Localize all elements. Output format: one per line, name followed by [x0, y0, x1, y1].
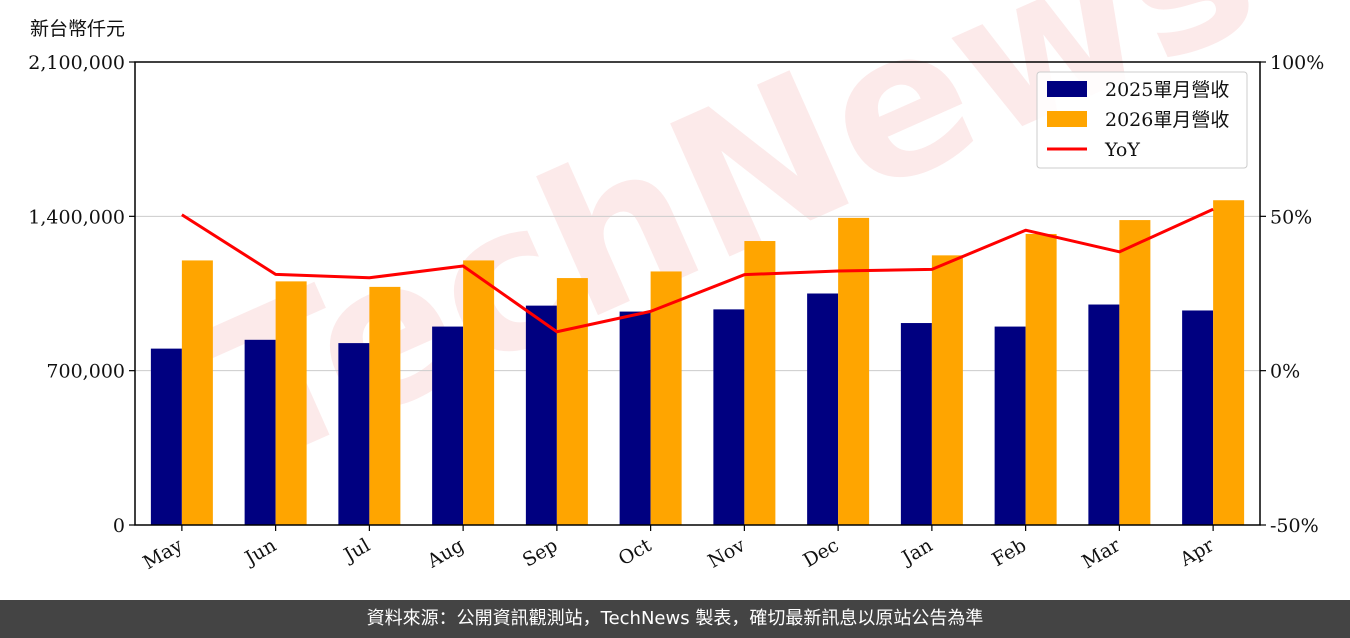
- x-tick-label: Jul: [339, 534, 374, 567]
- left-tick-label: 700,000: [46, 361, 125, 383]
- bar-2026-mar: [1119, 220, 1151, 525]
- bar-2025-mar: [1088, 304, 1120, 525]
- x-tick-label: Jan: [897, 534, 937, 570]
- bar-2026-jan: [931, 255, 963, 526]
- left-axis-ticks: 0 700,000 1,400,000 2,100,000: [28, 52, 135, 537]
- bar-2026-dec: [838, 217, 870, 526]
- gridlines: [135, 215, 1260, 372]
- x-tick-label: May: [139, 534, 186, 574]
- bar-2025-apr: [1182, 310, 1214, 525]
- legend-label: YoY: [1104, 139, 1140, 161]
- left-tick-label: 1,400,000: [28, 206, 125, 228]
- x-tick-label: Mar: [1078, 534, 1124, 573]
- bar-2026-feb: [1025, 233, 1057, 525]
- right-axis-ticks: -50% 0% 50% 100%: [1260, 52, 1324, 537]
- bar-2026-sep: [556, 278, 588, 525]
- source-footer: 資料來源：公開資訊觀測站，TechNews 製表，確切最新訊息以原站公告為準: [0, 600, 1350, 638]
- bar-2025-may: [150, 348, 182, 525]
- bar-2026-jul: [369, 286, 401, 525]
- bar-2025-dec: [807, 293, 839, 525]
- legend-swatch: [1047, 111, 1087, 127]
- x-tick-label: Dec: [799, 534, 842, 572]
- bar-2025-aug: [432, 326, 464, 525]
- bar-2026-nov: [744, 241, 776, 525]
- right-tick-label: -50%: [1270, 515, 1319, 537]
- yoy-line: [181, 207, 1214, 334]
- legend-swatch: [1047, 81, 1087, 97]
- bar-2026-apr: [1213, 200, 1245, 525]
- x-tick-label: Oct: [615, 534, 656, 570]
- legend-label: 2026單月營收: [1105, 109, 1229, 131]
- bar-2026-aug: [463, 260, 495, 525]
- right-tick-label: 50%: [1270, 206, 1312, 228]
- bar-2025-oct: [619, 311, 651, 525]
- legend-box: [1036, 71, 1248, 169]
- x-tick-label: Sep: [519, 534, 562, 571]
- legend: 2025單月營收 2026單月營收 YoY: [1036, 71, 1248, 169]
- bar-2025-jun: [244, 339, 276, 525]
- right-tick-label: 100%: [1270, 52, 1324, 74]
- bar-2025-jan: [900, 323, 932, 525]
- x-tick-label: Aug: [423, 534, 468, 573]
- bar-2026-may: [181, 260, 213, 525]
- y-axis-unit-label: 新台幣仟元: [30, 18, 126, 40]
- x-tick-label: Nov: [704, 534, 749, 573]
- bar-2025-feb: [994, 326, 1026, 525]
- plot-frame: [134, 61, 1261, 526]
- bar-2026-oct: [650, 271, 682, 525]
- x-tick-label: Jun: [240, 534, 281, 570]
- yoy-line-series: [181, 207, 1214, 334]
- left-tick-label: 0: [113, 515, 125, 537]
- axes: [134, 61, 1261, 526]
- bar-2025-sep: [525, 305, 557, 525]
- right-tick-label: 0%: [1270, 361, 1300, 383]
- x-tick-label: Apr: [1175, 534, 1218, 571]
- x-tick-label: Feb: [988, 534, 1030, 571]
- bar-2025-nov: [713, 309, 745, 525]
- x-axis-ticks: May Jun Jul Aug Sep Oct Nov Dec Jan Feb Mar Apr: [139, 525, 1218, 574]
- left-tick-label: 2,100,000: [28, 52, 125, 74]
- bar-series: [150, 200, 1245, 526]
- bar-2025-jul: [338, 343, 370, 525]
- legend-label: 2025單月營收: [1105, 79, 1229, 101]
- bar-2026-jun: [275, 281, 307, 525]
